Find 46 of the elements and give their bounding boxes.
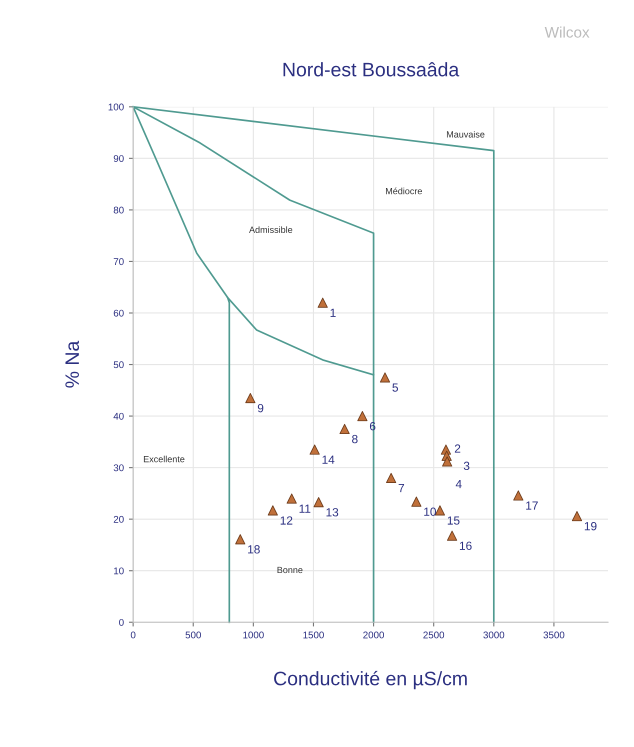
x-tick-label: 1000 [243,632,264,638]
x-axis-title: Conductivité en µS/cm [274,670,467,690]
x-tick-label: 500 [186,632,201,638]
annotation: 2 [454,444,460,453]
y-tick-label: 90 [114,155,124,162]
annotation: Médiocre [386,188,422,194]
x-tick-label: 3000 [483,632,504,638]
annotation: 1 [330,308,336,317]
annotation: Bonne [278,566,302,574]
annotation: 10 [424,508,436,516]
y-tick-label: 30 [114,464,124,472]
x-tick-label: 2000 [363,632,384,638]
x-tick-label: 3500 [543,632,564,638]
y-tick-label: 70 [114,258,124,266]
annotation: 7 [398,484,404,492]
annotation: 12 [280,516,292,525]
chart-title: Nord-est Boussaâda [284,62,460,76]
annotation: 13 [326,508,338,516]
x-tick-label: 1500 [303,632,324,638]
annotation: 18 [248,545,260,554]
y-tick-label: 60 [114,310,124,317]
y-tick-label: 0 [119,618,124,626]
annotation: 19 [584,522,597,530]
y-tick-label: 40 [114,412,124,420]
annotation: Mauvaise [446,130,484,138]
y-axis-title: % Na [65,340,80,388]
annotation: 4 [456,480,462,488]
annotation: Excellente [144,456,184,462]
y-tick-label: 20 [114,516,124,523]
annotation: 14 [322,456,334,464]
annotation: 3 [464,462,470,470]
annotation: 8 [352,434,358,444]
annotation: 17 [526,501,538,510]
annotation: 5 [392,383,398,392]
annotation: Admissible [249,226,292,233]
annotation: 15 [448,516,460,525]
y-tick-label: 100 [108,104,124,110]
x-tick-label: 2500 [423,632,444,638]
x-tick-label: 0 [130,632,136,638]
y-tick-label: 50 [114,361,124,368]
y-tick-label: 80 [114,206,124,214]
annotation: 11 [300,504,310,513]
annotation: 9 [258,404,264,412]
annotation: 16 [460,542,472,550]
y-tick-label: 10 [114,567,124,574]
text: Wilcox [544,26,590,38]
